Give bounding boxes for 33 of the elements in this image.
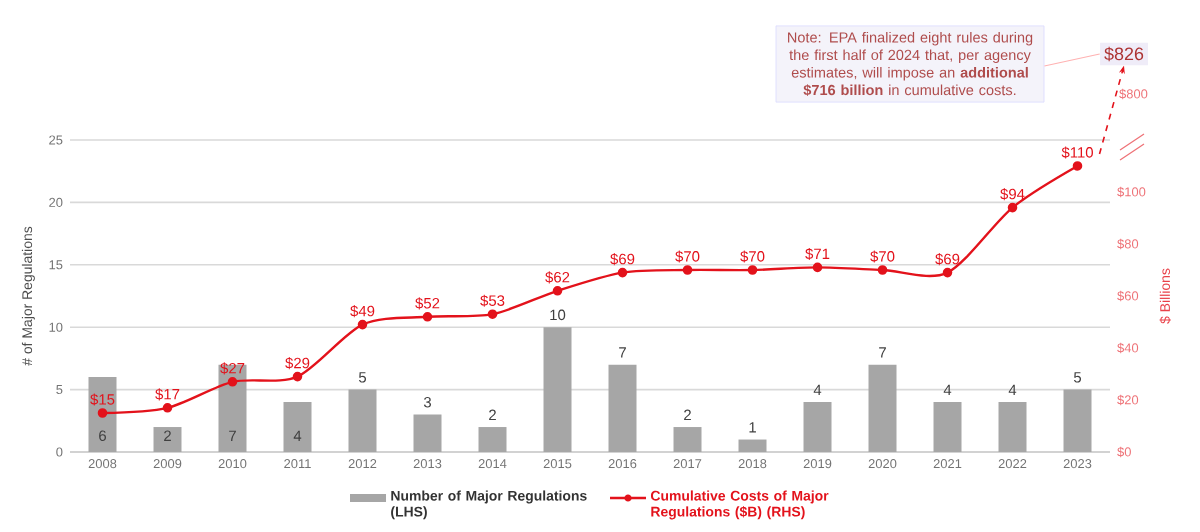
bar bbox=[543, 327, 572, 452]
bar bbox=[738, 439, 767, 452]
point bbox=[1072, 161, 1083, 171]
point bbox=[682, 265, 693, 275]
point bbox=[357, 319, 368, 330]
point bbox=[487, 309, 498, 319]
point bbox=[227, 377, 238, 387]
point bbox=[812, 262, 823, 273]
point bbox=[422, 312, 433, 322]
bar bbox=[283, 402, 312, 452]
bar bbox=[218, 364, 247, 452]
bar bbox=[868, 364, 897, 452]
point bbox=[162, 403, 173, 413]
bar bbox=[803, 402, 832, 452]
point bbox=[292, 371, 303, 382]
point bbox=[1007, 202, 1018, 213]
bar bbox=[413, 414, 442, 452]
bar bbox=[153, 427, 182, 452]
bar bbox=[673, 427, 702, 452]
bar bbox=[88, 377, 117, 452]
bar bbox=[1063, 389, 1092, 452]
point bbox=[747, 265, 758, 275]
bar bbox=[933, 402, 962, 452]
bar bbox=[478, 427, 507, 452]
bar bbox=[998, 402, 1027, 452]
text: $826 bbox=[1104, 46, 1144, 62]
point bbox=[942, 267, 953, 278]
point bbox=[617, 267, 628, 278]
point bbox=[552, 286, 563, 296]
point bbox=[877, 265, 888, 275]
bar bbox=[348, 389, 377, 452]
point bbox=[97, 408, 108, 418]
bar bbox=[608, 364, 637, 452]
